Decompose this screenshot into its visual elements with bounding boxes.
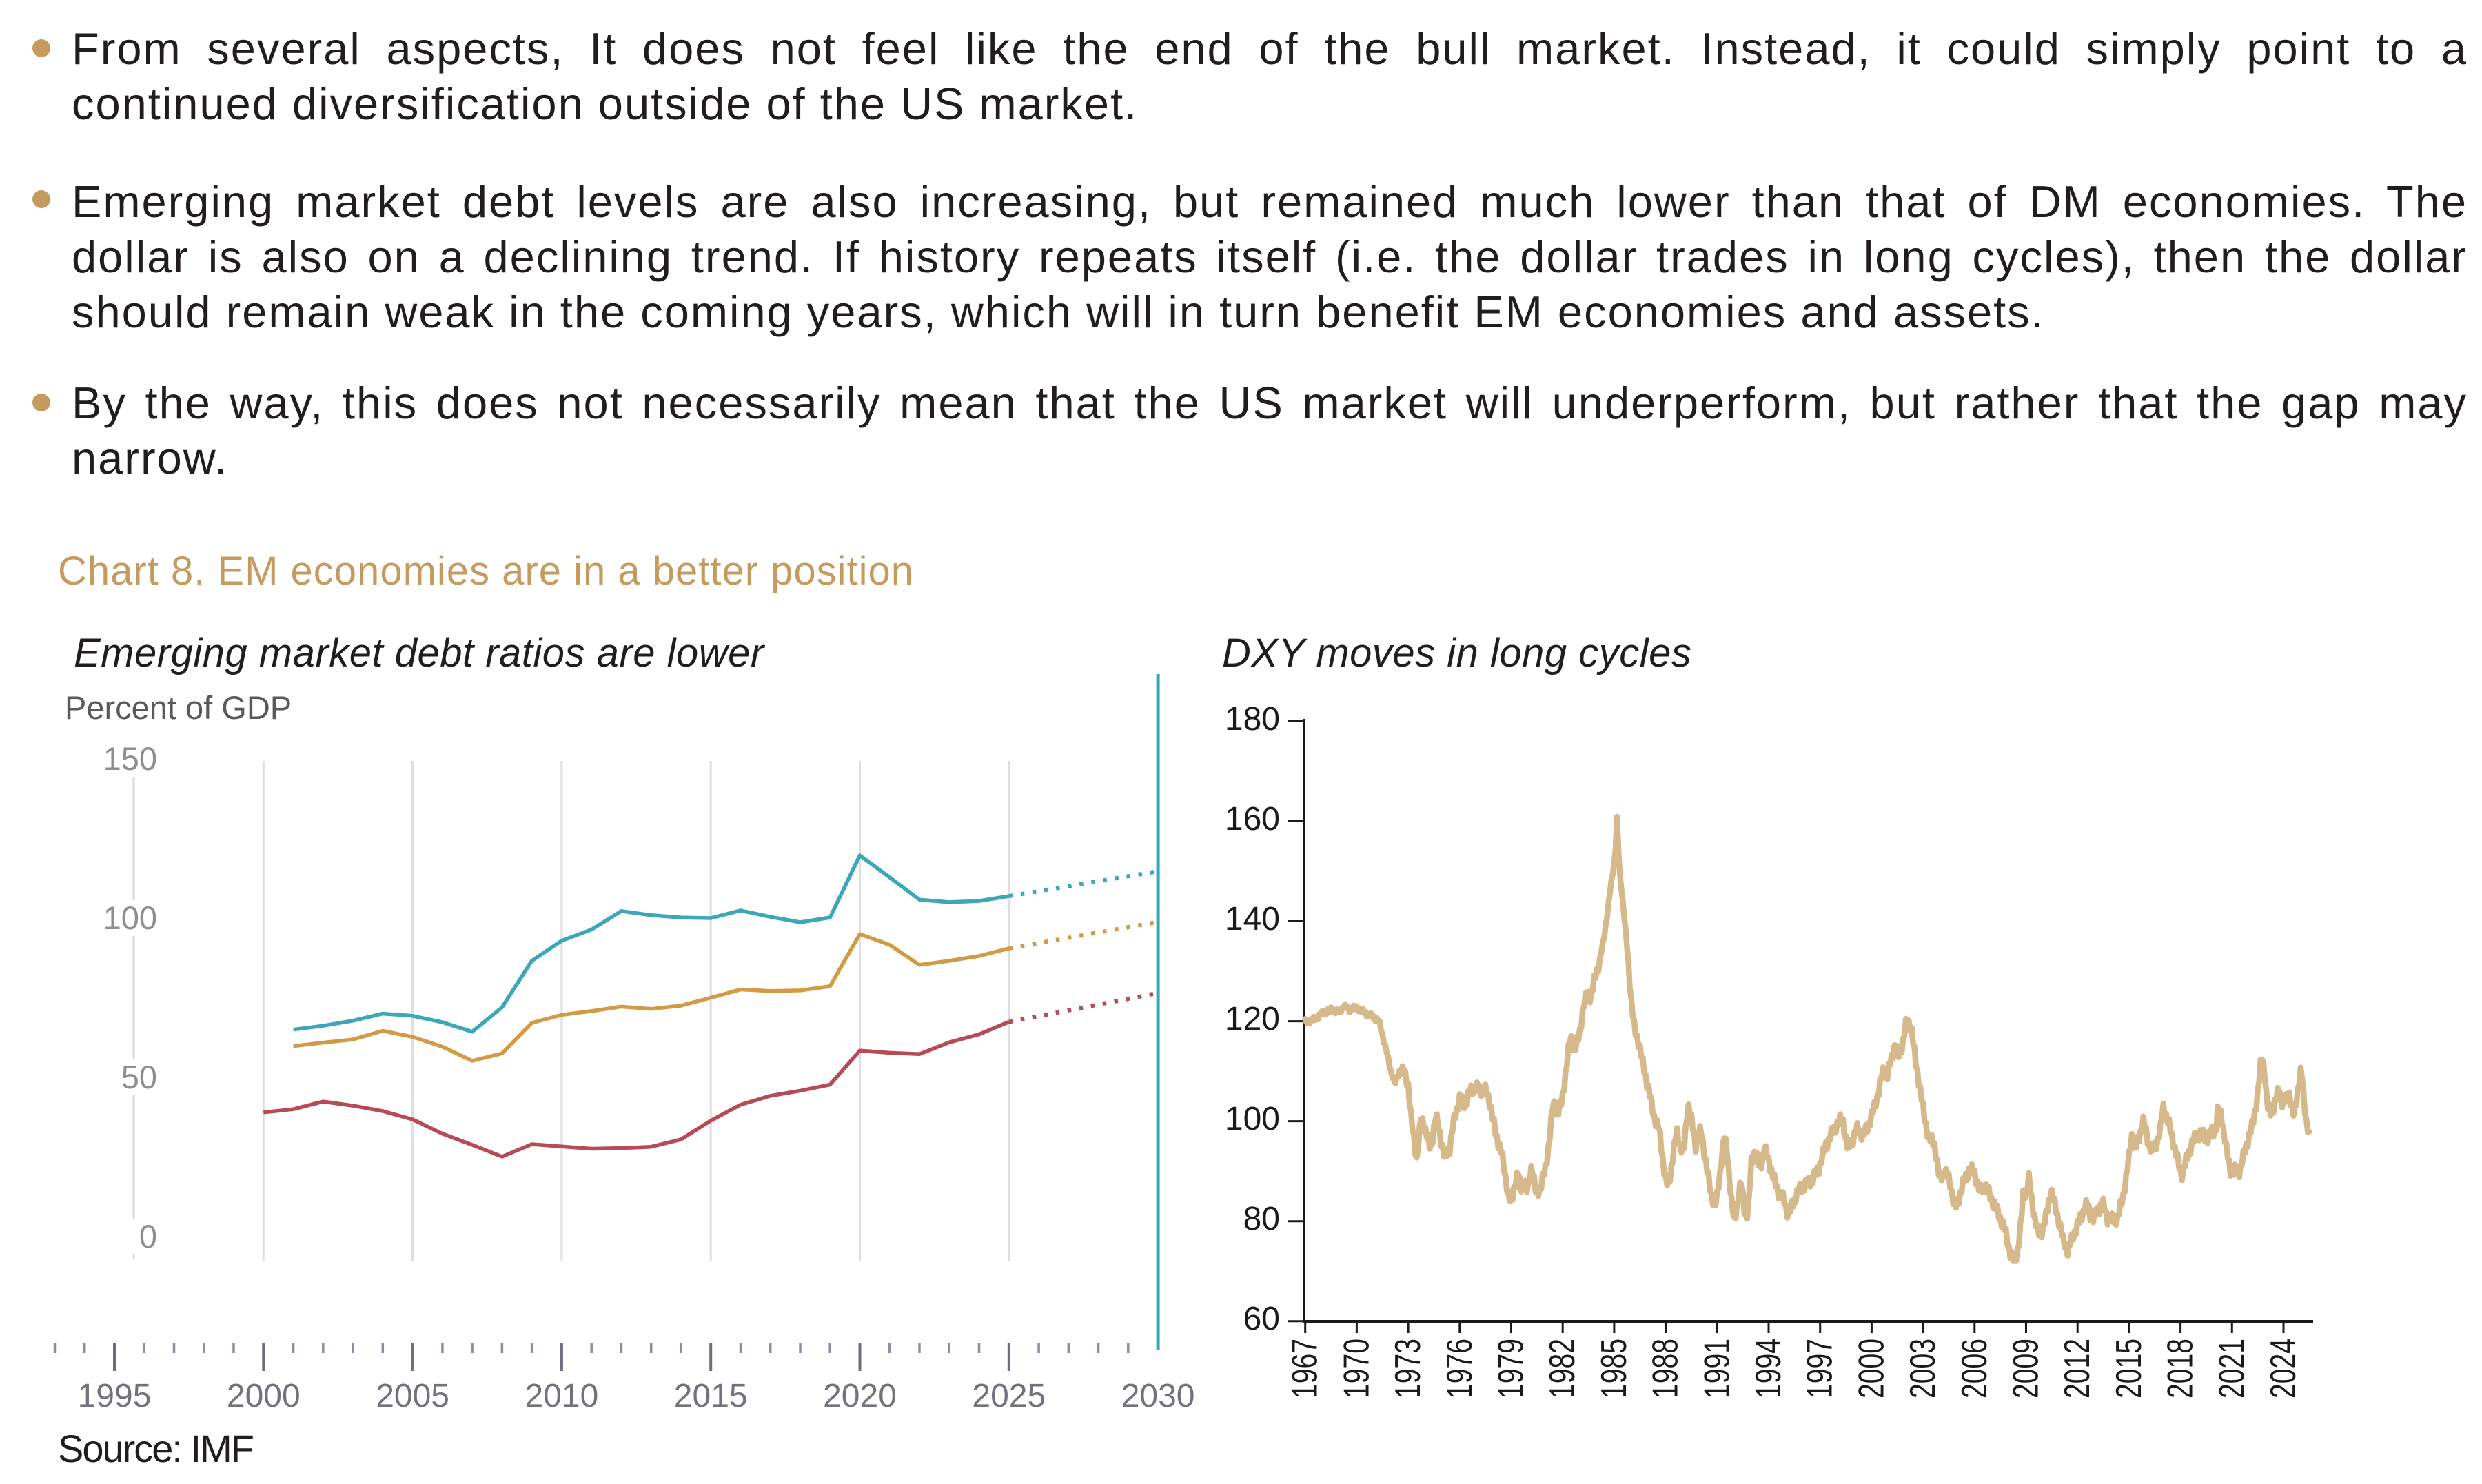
svg-text:1976: 1976 [1440,1339,1480,1399]
svg-text:2000: 2000 [1851,1339,1891,1399]
svg-text:2015: 2015 [2109,1339,2149,1399]
svg-text:2015: 2015 [674,1378,748,1414]
svg-text:2009: 2009 [2006,1339,2046,1399]
svg-text:60: 60 [1243,1301,1280,1337]
svg-text:1988: 1988 [1646,1339,1686,1399]
svg-text:1985: 1985 [1594,1339,1634,1399]
svg-text:2024: 2024 [2264,1339,2303,1399]
svg-text:1982: 1982 [1543,1339,1583,1399]
svg-text:2003: 2003 [1903,1339,1943,1399]
svg-text:2012: 2012 [2057,1339,2097,1399]
svg-text:50: 50 [121,1059,157,1095]
svg-text:1979: 1979 [1492,1339,1532,1399]
svg-text:160: 160 [1225,801,1280,837]
svg-text:120: 120 [1225,1001,1280,1037]
svg-text:2020: 2020 [823,1378,897,1414]
svg-text:140: 140 [1225,901,1280,937]
svg-text:1991: 1991 [1697,1339,1737,1399]
svg-text:1973: 1973 [1388,1339,1428,1399]
svg-text:180: 180 [1225,701,1280,738]
svg-text:1995: 1995 [78,1378,152,1414]
svg-text:2030: 2030 [1121,1378,1195,1414]
svg-text:2021: 2021 [2212,1339,2252,1399]
svg-text:100: 100 [103,899,157,936]
svg-text:2000: 2000 [227,1378,301,1414]
svg-text:1970: 1970 [1336,1339,1376,1399]
svg-text:1997: 1997 [1800,1339,1840,1399]
svg-text:80: 80 [1243,1201,1280,1237]
svg-text:2006: 2006 [1955,1339,1995,1399]
svg-text:150: 150 [103,740,157,777]
svg-text:100: 100 [1225,1101,1280,1137]
svg-text:2025: 2025 [972,1378,1046,1414]
svg-text:1967: 1967 [1285,1339,1325,1399]
svg-text:2005: 2005 [376,1378,449,1414]
svg-text:1994: 1994 [1749,1339,1789,1399]
svg-text:2010: 2010 [525,1378,599,1414]
svg-text:0: 0 [139,1218,157,1254]
svg-text:2018: 2018 [2161,1339,2201,1399]
